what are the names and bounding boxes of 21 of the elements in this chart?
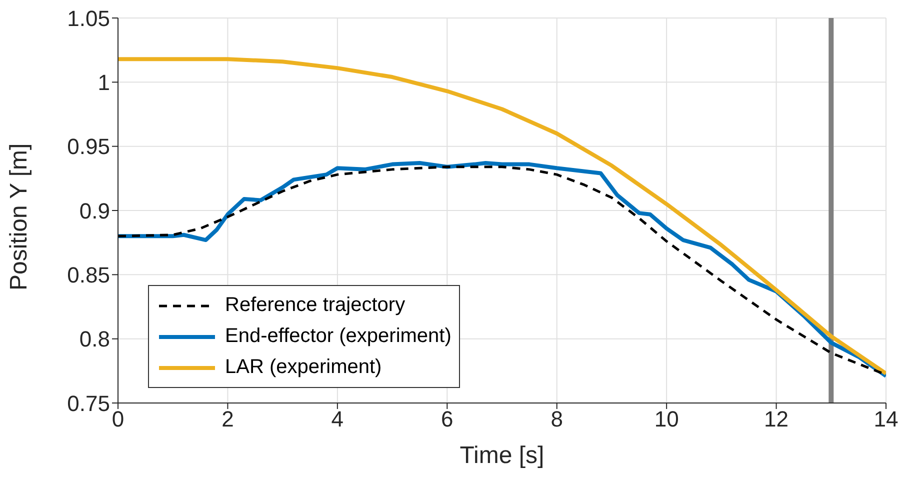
y-tick-label: 1.05	[67, 6, 110, 31]
x-tick-label: 12	[764, 406, 789, 432]
y-tick-label: 0.75	[67, 390, 110, 416]
y-tick-label: 0.9	[79, 198, 110, 224]
x-tick-label: 10	[654, 406, 679, 432]
y-axis-title: Position Y [m]	[6, 143, 33, 290]
x-tick-label: 6	[441, 406, 454, 432]
line-series	[118, 57, 886, 376]
x-tick-label: 2	[222, 406, 234, 432]
y-tick-label: 1	[98, 70, 110, 95]
legend-label: Reference trajectory	[225, 293, 406, 318]
x-tick-label: 0	[112, 406, 124, 432]
x-tick-label: 8	[550, 406, 563, 432]
x-tick-label: 14	[874, 406, 898, 432]
x-tick-label: 4	[331, 406, 344, 432]
x-axis-title: Time [s]	[460, 442, 544, 469]
y-tick-label: 0.95	[67, 134, 110, 160]
y-tick-label: 0.85	[67, 262, 110, 288]
y-tick-label: 0.8	[79, 326, 110, 352]
legend-label: End-effector (experiment)	[225, 324, 452, 349]
legend-label: LAR (experiment)	[225, 355, 382, 380]
